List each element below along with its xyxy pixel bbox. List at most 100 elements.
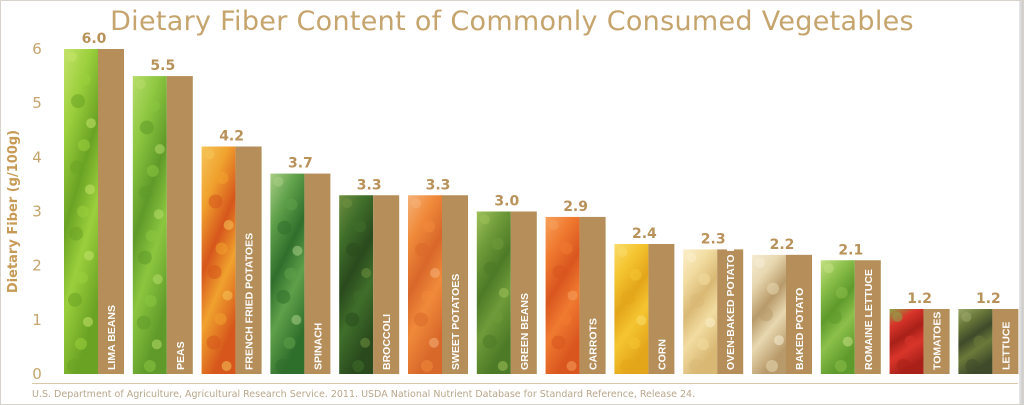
bar-photo-texture [629, 268, 642, 281]
bar-photo-texture [479, 214, 490, 225]
bar-photo-texture [690, 293, 705, 308]
bar-group: 2.9 CARROTS [545, 199, 606, 374]
bar-photo-texture [291, 314, 302, 325]
bar-photo-texture [273, 176, 284, 187]
y-tick-label: 4 [32, 148, 42, 166]
bar-value-label: 3.7 [288, 156, 313, 172]
bar-photo-texture [204, 149, 215, 160]
bar-photo-texture [411, 198, 421, 209]
bar-photo-texture [135, 79, 146, 90]
bar-photo-texture [430, 268, 440, 278]
bar-value-label: 2.3 [701, 231, 726, 247]
bar-photo-texture [145, 229, 158, 242]
bar-photo-texture [221, 361, 232, 371]
bar-photo-texture [208, 194, 223, 209]
bar-photo-texture [567, 290, 578, 301]
bar [648, 244, 675, 374]
bar-photo-texture [285, 198, 298, 211]
bar-group: 4.2 FRENCH FRIED POTATOES [201, 129, 262, 374]
bar-photo-texture [276, 289, 291, 304]
bar-photo-texture [566, 361, 577, 371]
bar-photo-texture [414, 312, 428, 327]
bar-photo-texture [429, 337, 439, 348]
bar-photo-texture [354, 220, 367, 233]
bar-photo-texture [79, 73, 91, 86]
bar [166, 76, 193, 374]
bar-photo-texture [154, 144, 165, 155]
category-label: GREEN BEANS [519, 293, 531, 370]
bar-photo-texture [827, 310, 842, 325]
bar-photo-texture [146, 164, 159, 177]
bar-group: 3.7 SPINACH [270, 156, 331, 374]
category-label: CORN [656, 339, 668, 370]
bar-photo-texture [617, 247, 628, 257]
category-label: FRENCH FRIED POTATOES [244, 233, 256, 370]
bar-photo-texture [361, 268, 372, 278]
bar-photo-texture [423, 220, 435, 233]
bar-photo-texture [892, 312, 903, 322]
bar-photo-texture [78, 139, 90, 152]
bar-photo-texture [138, 185, 153, 200]
bar-photo-texture [560, 242, 573, 255]
bar-group: 5.5 PEAS [132, 58, 193, 374]
bar [579, 216, 606, 374]
bar-photo-texture [551, 335, 566, 350]
bar-photo-texture [636, 315, 647, 326]
bar-photo-texture [552, 264, 567, 279]
bar-photo-texture [698, 273, 711, 286]
bar-photo-texture [75, 337, 87, 350]
y-tick-label: 1 [32, 311, 42, 329]
bar-photo-texture [153, 209, 164, 220]
bar-value-label: 2.9 [563, 199, 588, 215]
bar-photo-texture [705, 317, 716, 328]
bar [304, 173, 331, 374]
bar-value-label: 5.5 [150, 58, 175, 74]
bar-photo-texture [559, 312, 572, 325]
bar-photo-texture [490, 311, 503, 324]
bar-value-label: 1.2 [907, 291, 932, 307]
category-label: BROCCOLI [381, 314, 393, 370]
bar-group: 2.3 OVEN-BAKED POTATO FRIES [683, 221, 744, 374]
bar-photo-texture [697, 338, 710, 351]
bar-photo-texture [83, 316, 93, 327]
bar-photo-texture [498, 287, 509, 298]
bar-photo-texture [759, 307, 773, 322]
bar-photo-texture [767, 282, 779, 295]
bar [923, 309, 950, 374]
bar-photo-texture [85, 184, 95, 195]
bar-photo-texture [67, 52, 77, 62]
bar-photo-texture [491, 237, 504, 250]
bar-value-label: 2.4 [632, 226, 657, 242]
bar-photo-texture [67, 359, 81, 373]
bar-photo-texture [69, 226, 83, 241]
bar-photo-texture [842, 336, 853, 347]
category-label: LETTUCE [1000, 322, 1012, 370]
bar [510, 211, 537, 374]
bar-photo-texture [628, 337, 641, 350]
y-tick-label: 6 [32, 40, 42, 58]
bar-group: 3.3 SWEET POTATOES [408, 177, 468, 374]
bar-photo-texture [70, 160, 84, 175]
bar-group: 2.2 BAKED POTATO [752, 237, 812, 374]
y-tick-label: 0 [32, 365, 42, 383]
bar [786, 254, 812, 374]
bar-photo-texture [904, 335, 917, 348]
bar-photo-texture [214, 313, 227, 325]
category-label: BAKED POTATO [794, 288, 806, 370]
category-label: PEAS [175, 341, 187, 370]
y-tick-label: 2 [32, 257, 42, 275]
bar-photo-texture [68, 292, 82, 307]
bar-photo-texture [71, 94, 85, 109]
bar-photo-texture [76, 271, 88, 284]
bar-photo-texture [766, 360, 778, 372]
bar-photo-texture [137, 250, 152, 265]
category-label: TOMATOES [932, 312, 944, 370]
bar-group: 2.4 CORN [614, 226, 675, 374]
y-tick-label: 3 [32, 203, 42, 221]
category-label: SWEET POTATOES [450, 274, 462, 370]
bar-photo-texture [86, 118, 96, 129]
bar-photo-texture [342, 198, 353, 209]
bar-photo-texture [84, 250, 94, 261]
bar-photo-texture [275, 359, 290, 373]
bar-photo [201, 146, 236, 374]
